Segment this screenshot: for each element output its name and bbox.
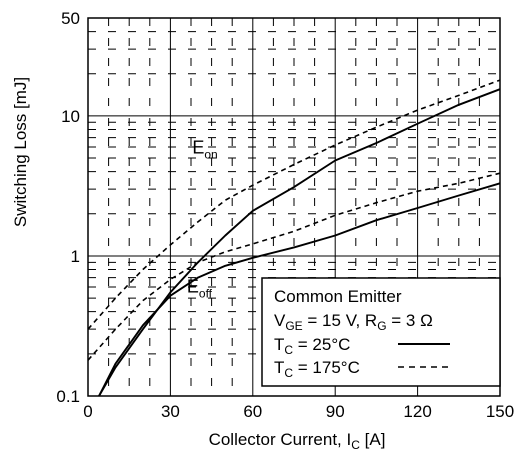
y-axis-label: Switching Loss [mJ] <box>11 77 30 227</box>
y-tick-label: 10 <box>61 107 80 126</box>
legend-item-175c: TC = 175°C <box>274 358 360 380</box>
x-tick-label: 0 <box>83 402 92 421</box>
x-tick-label: 120 <box>403 402 431 421</box>
eon-annotation: Eon <box>192 137 217 161</box>
legend-box: Common Emitter VGE = 15 V, RG = 3 Ω TC =… <box>261 277 501 387</box>
legend-conditions: VGE = 15 V, RG = 3 Ω <box>274 311 433 333</box>
series-eon-175c <box>87 79 501 330</box>
y-tick-label: 50 <box>61 9 80 28</box>
legend-item-25c: TC = 25°C <box>274 335 350 357</box>
series-eoff-25c <box>98 182 501 397</box>
legend-title: Common Emitter <box>274 287 402 306</box>
y-tick-labels: 0.1 1 10 50 <box>56 9 80 406</box>
x-tick-label: 150 <box>486 402 514 421</box>
series-layer <box>87 79 501 397</box>
series-eon-25c <box>98 88 501 397</box>
x-tick-label: 90 <box>326 402 345 421</box>
plot-frame <box>87 17 501 397</box>
x-tick-label: 30 <box>161 402 180 421</box>
x-axis-label: Collector Current, IC [A] <box>209 430 386 452</box>
y-tick-label: 0.1 <box>56 387 80 406</box>
x-tick-labels: 0 30 60 90 120 150 <box>83 402 514 421</box>
series-eoff-175c <box>87 172 501 361</box>
y-tick-label: 1 <box>71 247 80 266</box>
eoff-annotation: Eoff <box>187 276 213 300</box>
x-tick-label: 60 <box>243 402 262 421</box>
